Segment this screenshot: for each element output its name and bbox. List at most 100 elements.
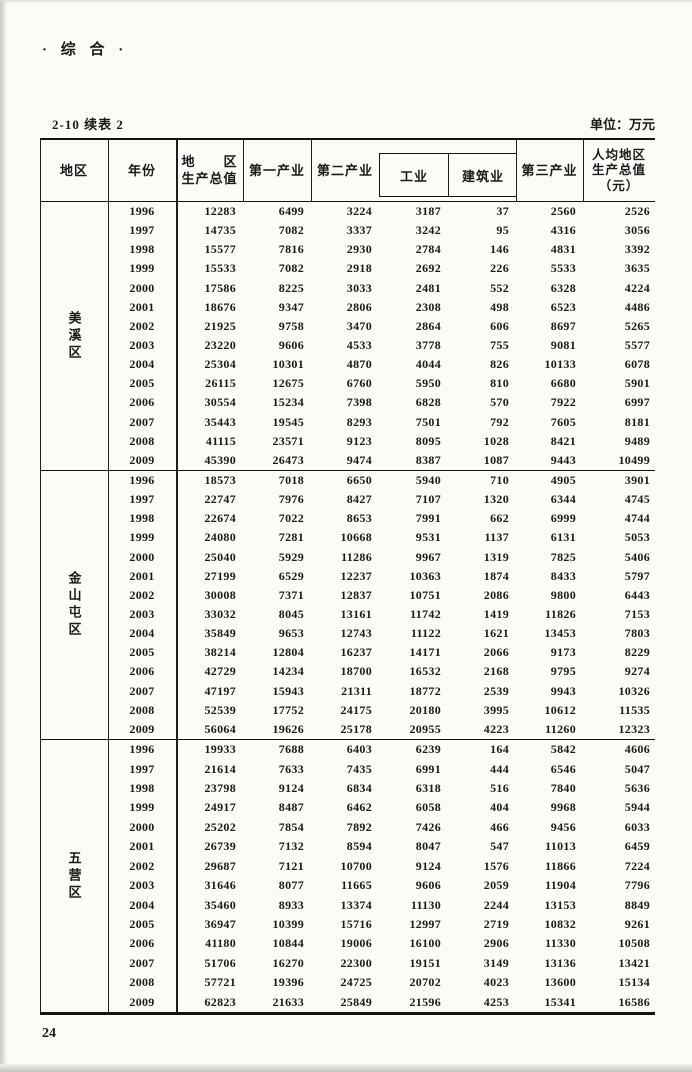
table-row: 2007 51706 16270 22300 19151 3149 13136 …	[108, 954, 655, 973]
industry-cell: 11122	[410, 626, 441, 641]
tertiary-industry-cell: 11330	[545, 936, 576, 951]
primary-industry-cell: 7816	[278, 242, 304, 257]
table-row: 2000 25202 7854 7892 7426 466 9456 6033	[108, 818, 655, 837]
secondary-industry-cell: 18700	[340, 664, 372, 679]
secondary-industry-cell: 8653	[346, 511, 372, 526]
primary-industry-cell: 12675	[272, 376, 304, 391]
per-capita-gdp-cell: 16586	[618, 994, 650, 1009]
gdp-cell: 14735	[204, 223, 236, 238]
year-cell: 2005	[129, 376, 155, 391]
per-capita-gdp-cell: 10326	[618, 683, 650, 698]
industry-cell: 7107	[415, 492, 441, 507]
year-cell: 2004	[129, 357, 155, 372]
secondary-industry-cell: 3337	[346, 223, 372, 238]
gdp-cell: 22674	[204, 511, 236, 526]
region-section: 金山屯区 1996 18573 7018 6650 5940 710 4905 …	[40, 470, 655, 739]
construction-cell: 552	[490, 280, 509, 295]
year-cell: 2000	[129, 280, 155, 295]
year-cell: 2003	[129, 338, 155, 353]
industry-cell: 20702	[409, 975, 441, 990]
secondary-industry-cell: 3470	[346, 318, 372, 333]
table-row: 2003 31646 8077 11665 9606 2059 11904 77…	[108, 876, 655, 895]
construction-cell: 547	[490, 839, 509, 854]
scan-edge-left	[0, 0, 7, 1072]
per-capita-gdp-cell: 15134	[618, 975, 650, 990]
primary-industry-cell: 10844	[272, 936, 304, 951]
year-cell: 2003	[129, 878, 155, 893]
secondary-industry-cell: 3224	[346, 204, 372, 219]
per-capita-gdp-cell: 5406	[624, 549, 650, 564]
table-row: 2009 62823 21633 25849 21596 4253 15341 …	[108, 992, 655, 1011]
per-capita-gdp-cell: 6997	[624, 395, 650, 410]
industry-cell: 3778	[415, 338, 441, 353]
construction-cell: 1028	[483, 433, 509, 448]
secondary-industry-cell: 22300	[340, 955, 372, 970]
tertiary-industry-cell: 9456	[550, 819, 576, 834]
year-cell: 2002	[129, 587, 155, 602]
per-capita-gdp-cell: 8181	[624, 414, 650, 429]
table-row: 2007 47197 15943 21311 18772 2539 9943 1…	[108, 682, 655, 701]
primary-industry-cell: 16270	[272, 955, 304, 970]
secondary-industry-cell: 6403	[346, 742, 372, 757]
construction-cell: 2168	[483, 664, 509, 679]
construction-cell: 1419	[483, 607, 509, 622]
table-row: 2004 35849 9653 12743 11122 1621 13453 7…	[108, 624, 655, 643]
year-cell: 1996	[129, 204, 155, 219]
industry-cell: 8095	[415, 433, 441, 448]
table-row: 2003 33032 8045 13161 11742 1419 11826 7…	[108, 605, 655, 624]
year-cell: 2002	[129, 858, 155, 873]
tertiary-industry-cell: 8421	[550, 433, 576, 448]
construction-cell: 164	[490, 742, 509, 757]
gdp-cell: 24917	[204, 800, 236, 815]
year-cell: 2000	[129, 549, 155, 564]
per-capita-gdp-cell: 4744	[624, 511, 650, 526]
industry-cell: 16100	[409, 936, 441, 951]
primary-industry-cell: 8077	[278, 878, 304, 893]
scan-edge-bottom	[0, 1063, 692, 1072]
per-capita-gdp-cell: 5901	[624, 376, 650, 391]
gdp-cell: 17586	[204, 280, 236, 295]
table-row: 2001 26739 7132 8594 8047 547 11013 6459	[108, 837, 655, 856]
year-cell: 1997	[129, 761, 155, 776]
construction-cell: 466	[490, 819, 509, 834]
construction-cell: 146	[490, 242, 509, 257]
construction-cell: 444	[490, 761, 509, 776]
year-cell: 2009	[129, 452, 155, 467]
industry-cell: 6828	[415, 395, 441, 410]
primary-industry-cell: 23571	[272, 433, 304, 448]
table-row: 1996 19933 7688 6403 6239 164 5842 4606	[108, 740, 655, 759]
table-row: 2004 35460 8933 13374 11130 2244 13153 8…	[108, 895, 655, 914]
secondary-industry-cell: 15716	[340, 917, 372, 931]
year-cell: 2001	[129, 839, 155, 854]
chapter-title: · 综 合 ·	[42, 42, 129, 58]
construction-cell: 3995	[483, 702, 509, 717]
tertiary-industry-cell: 9800	[550, 587, 576, 602]
tertiary-industry-cell: 6328	[550, 280, 576, 295]
table-row: 1999 24917 8487 6462 6058 404 9968 5944	[108, 798, 655, 817]
year-cell: 2002	[129, 318, 155, 333]
header-divider	[243, 140, 244, 202]
per-capita-gdp-cell: 13421	[618, 955, 650, 970]
secondary-industry-cell: 9474	[346, 452, 372, 467]
gdp-cell: 19933	[204, 742, 236, 757]
header-divider	[583, 140, 584, 202]
tertiary-industry-cell: 6131	[550, 530, 576, 545]
gdp-cell: 12283	[204, 204, 236, 219]
primary-industry-cell: 14234	[272, 664, 304, 679]
gdp-cell: 35443	[204, 414, 236, 429]
gdp-cell: 30008	[204, 587, 236, 602]
secondary-industry-cell: 8427	[346, 492, 372, 507]
secondary-industry-cell: 25178	[340, 721, 372, 736]
construction-cell: 2066	[483, 645, 509, 660]
header-divider	[516, 140, 517, 202]
primary-industry-cell: 8045	[278, 607, 304, 622]
gdp-cell: 36947	[204, 917, 236, 931]
subheader-divider	[448, 154, 449, 196]
gdp-cell: 33032	[204, 607, 236, 622]
industry-cell: 2692	[415, 261, 441, 276]
gdp-cell: 57721	[204, 975, 236, 990]
tertiary-industry-cell: 10612	[544, 702, 576, 717]
construction-cell: 662	[490, 511, 509, 526]
primary-industry-cell: 8487	[278, 800, 304, 815]
secondary-industry-cell: 8293	[346, 414, 372, 429]
